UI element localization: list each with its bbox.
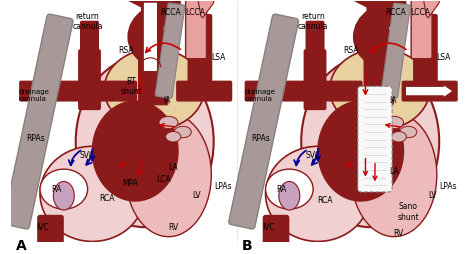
FancyBboxPatch shape: [401, 81, 458, 102]
Text: SVC: SVC: [80, 151, 95, 160]
FancyBboxPatch shape: [141, 0, 164, 48]
Ellipse shape: [165, 132, 181, 142]
Text: LCA: LCA: [156, 175, 171, 184]
Ellipse shape: [351, 113, 437, 237]
FancyBboxPatch shape: [91, 81, 137, 102]
FancyBboxPatch shape: [316, 81, 363, 102]
Text: LA: LA: [168, 163, 178, 172]
Text: LCCA: LCCA: [410, 8, 431, 17]
Text: B: B: [242, 239, 252, 252]
Ellipse shape: [76, 56, 214, 227]
Polygon shape: [338, 0, 370, 8]
Text: IA: IA: [389, 96, 397, 105]
Text: RSA: RSA: [118, 46, 133, 55]
Text: RCA: RCA: [99, 194, 114, 203]
FancyBboxPatch shape: [333, 0, 351, 1]
Text: A: A: [16, 239, 27, 252]
FancyBboxPatch shape: [245, 81, 310, 102]
Ellipse shape: [279, 182, 300, 210]
FancyBboxPatch shape: [19, 81, 84, 102]
Ellipse shape: [330, 49, 430, 130]
Text: RCCA: RCCA: [385, 8, 406, 17]
Text: LSA: LSA: [436, 53, 451, 62]
Text: RV: RV: [168, 223, 178, 232]
Ellipse shape: [400, 126, 417, 138]
Text: RSA: RSA: [344, 46, 359, 55]
FancyBboxPatch shape: [411, 0, 432, 59]
FancyBboxPatch shape: [143, 2, 157, 72]
Ellipse shape: [384, 116, 403, 129]
Text: LPAs: LPAs: [214, 182, 231, 191]
FancyBboxPatch shape: [80, 21, 99, 58]
Text: RV: RV: [393, 229, 404, 238]
Text: Sano
shunt: Sano shunt: [397, 202, 419, 222]
FancyArrow shape: [405, 84, 453, 98]
Ellipse shape: [391, 132, 406, 142]
FancyBboxPatch shape: [78, 49, 101, 110]
FancyBboxPatch shape: [358, 86, 392, 192]
Text: LPAs: LPAs: [439, 182, 457, 191]
Ellipse shape: [40, 169, 88, 209]
Ellipse shape: [126, 113, 211, 237]
Text: return
cannula: return cannula: [298, 12, 328, 31]
FancyBboxPatch shape: [138, 30, 168, 105]
Text: BT
shunt: BT shunt: [120, 77, 142, 96]
FancyBboxPatch shape: [413, 14, 438, 83]
FancyBboxPatch shape: [364, 30, 394, 105]
Text: MPA: MPA: [122, 179, 138, 188]
Text: RPAs: RPAs: [26, 134, 45, 143]
Polygon shape: [112, 0, 145, 8]
Text: IVC: IVC: [262, 223, 275, 232]
Text: IVC: IVC: [36, 223, 49, 232]
Ellipse shape: [265, 146, 370, 242]
Ellipse shape: [265, 169, 313, 209]
Text: LCCA: LCCA: [185, 8, 205, 17]
Text: LSA: LSA: [211, 53, 225, 62]
FancyBboxPatch shape: [306, 21, 325, 58]
Text: drainage
cannula: drainage cannula: [245, 89, 275, 102]
Ellipse shape: [174, 126, 191, 138]
Ellipse shape: [54, 182, 74, 210]
FancyBboxPatch shape: [366, 0, 389, 48]
FancyBboxPatch shape: [188, 14, 212, 83]
Text: IA: IA: [164, 96, 171, 105]
FancyBboxPatch shape: [176, 81, 232, 102]
FancyBboxPatch shape: [3, 14, 73, 229]
FancyBboxPatch shape: [160, 0, 181, 16]
Text: drainage
cannula: drainage cannula: [19, 89, 50, 102]
Text: return
cannula: return cannula: [73, 12, 103, 31]
Text: RA: RA: [51, 185, 62, 194]
Text: SVC: SVC: [306, 151, 321, 160]
Text: RCCA: RCCA: [160, 8, 181, 17]
Bar: [237, 1, 463, 242]
Bar: [11, 1, 237, 242]
Polygon shape: [197, 0, 218, 18]
FancyBboxPatch shape: [37, 215, 64, 254]
Text: RPAs: RPAs: [251, 134, 270, 143]
Ellipse shape: [40, 146, 145, 242]
Text: RA: RA: [276, 185, 287, 194]
Text: RCA: RCA: [317, 196, 332, 205]
Ellipse shape: [301, 56, 439, 227]
Text: LV: LV: [193, 191, 201, 200]
FancyBboxPatch shape: [186, 0, 207, 59]
Ellipse shape: [159, 116, 178, 129]
FancyBboxPatch shape: [263, 215, 289, 254]
Ellipse shape: [92, 101, 178, 201]
Text: LA: LA: [389, 167, 399, 177]
FancyBboxPatch shape: [381, 3, 410, 98]
FancyBboxPatch shape: [108, 0, 126, 1]
FancyBboxPatch shape: [385, 0, 406, 16]
Text: LV: LV: [428, 191, 437, 200]
FancyBboxPatch shape: [229, 14, 299, 229]
FancyBboxPatch shape: [155, 3, 185, 98]
Ellipse shape: [318, 101, 403, 201]
FancyBboxPatch shape: [304, 49, 327, 110]
Ellipse shape: [104, 49, 204, 130]
Polygon shape: [422, 0, 444, 18]
